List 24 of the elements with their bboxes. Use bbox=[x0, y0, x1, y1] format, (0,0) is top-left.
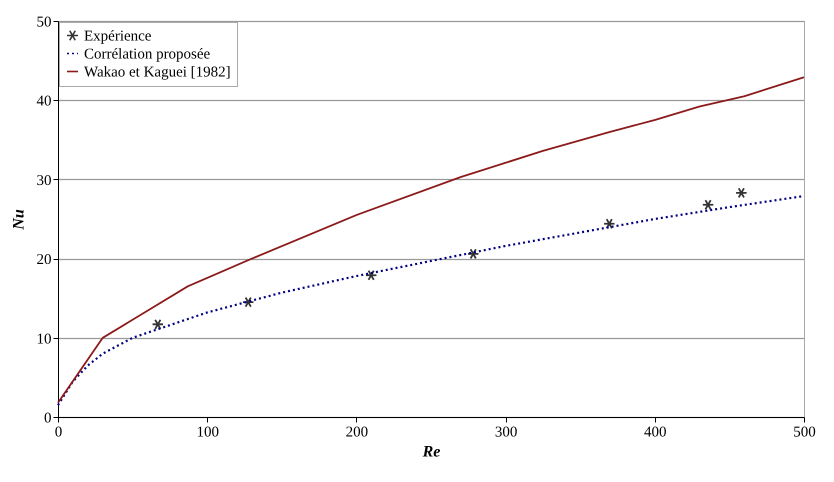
point bbox=[242, 296, 254, 308]
x-tick-label: 0 bbox=[54, 424, 62, 440]
y-tick-label: 40 bbox=[36, 94, 52, 110]
y-tick-label: 10 bbox=[36, 331, 52, 348]
legend-label: Wakao et Kaguei [1982] bbox=[84, 64, 231, 80]
y-axis-title: Nu bbox=[10, 209, 28, 231]
point bbox=[467, 248, 480, 260]
x-tick-label: 500 bbox=[793, 424, 816, 440]
x-tick-label: 200 bbox=[346, 424, 368, 440]
legend-label: Corrélation proposée bbox=[84, 46, 211, 62]
x-axis-title: Re bbox=[422, 444, 440, 460]
y-tick-label: 50 bbox=[36, 14, 52, 30]
point bbox=[735, 187, 748, 198]
y-tick-label: 30 bbox=[36, 172, 52, 189]
x-tick-label: 300 bbox=[494, 424, 518, 440]
point bbox=[603, 218, 616, 230]
legend-label: Expérience bbox=[84, 28, 152, 44]
y-tick-label: 0 bbox=[44, 410, 52, 426]
point bbox=[365, 270, 378, 281]
x-tick-label: 400 bbox=[644, 424, 667, 440]
point bbox=[702, 199, 714, 210]
y-tick-label: 20 bbox=[36, 252, 52, 268]
point bbox=[152, 318, 164, 330]
x-tick-label: 100 bbox=[196, 424, 219, 440]
